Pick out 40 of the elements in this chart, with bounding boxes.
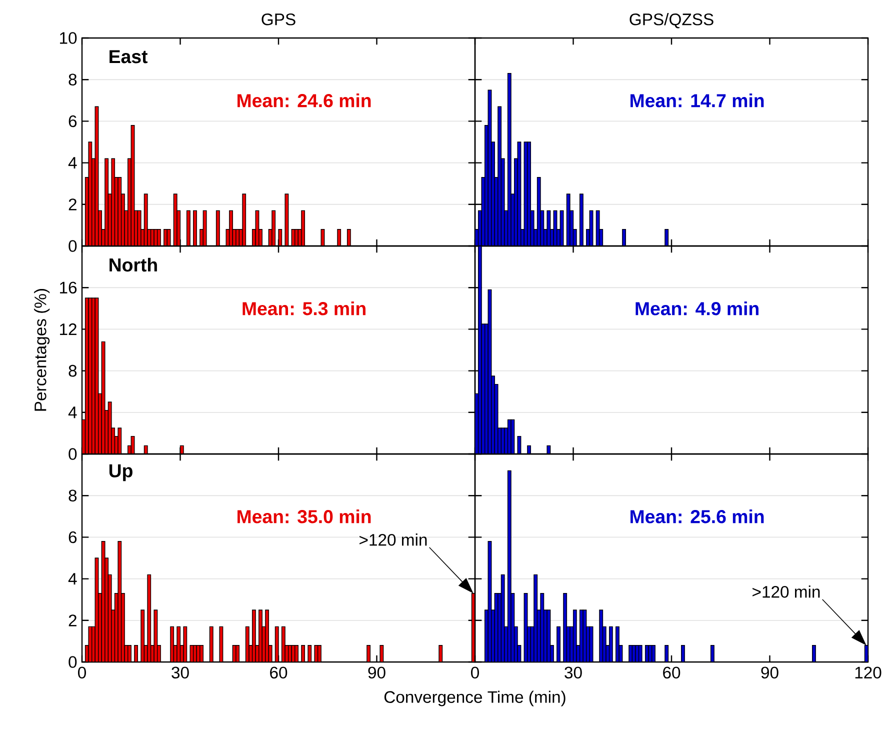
y-tick-label: 6 [68,115,77,128]
y-tick-label: 0 [68,240,77,252]
chart-title: GPS [262,14,296,26]
chart-title: GPS/QZSS [630,13,714,28]
y-tick-label: 8 [68,74,77,86]
annotation: Mean: 14.7 min [630,94,764,108]
annotation: East [110,50,148,64]
x-tick-label: 60 [663,666,680,679]
x-tick-label: 120 [855,666,882,679]
annotation: Mean: 35.0 min [238,510,371,524]
annotation: >120 min [752,586,820,598]
y-tick-label: 16 [60,282,77,294]
y-tick-label: 12 [60,323,76,336]
annotation: Mean: 4.9 min [636,302,758,316]
y-tick-label: 8 [68,364,77,377]
y-tick-label: 4 [68,157,77,169]
x-tick-label: 30 [564,666,582,679]
y-tick-label: 2 [68,198,76,210]
y-tick-label: 10 [60,32,77,44]
y-tick-label: 4 [68,573,77,585]
y-tick-label: 6 [68,531,77,544]
x-axis-title: Convergence Time (min) [384,690,566,706]
y-tick-label: 4 [68,406,77,418]
annotation: Up [109,464,132,482]
annotation: >120 min [360,534,427,546]
annotation: Mean: 5.3 min [242,302,366,316]
x-tick-label: 60 [270,666,288,679]
annotation: North [110,258,157,272]
y-tick-label: 2 [68,614,76,626]
x-tick-label: 0 [471,666,479,679]
x-tick-label: 90 [761,666,778,679]
y-tick-label: 0 [68,656,77,668]
annotation: Mean: 24.6 min [238,94,371,108]
y-tick-label: 0 [68,448,77,460]
y-tick-label: 8 [68,490,77,502]
x-tick-label: 90 [368,666,386,679]
y-axis-title: Percentages (%) [34,289,50,411]
annotation: Mean: 25.6 min [630,510,764,524]
x-tick-label: 0 [78,666,86,679]
x-tick-label: 30 [172,666,189,679]
